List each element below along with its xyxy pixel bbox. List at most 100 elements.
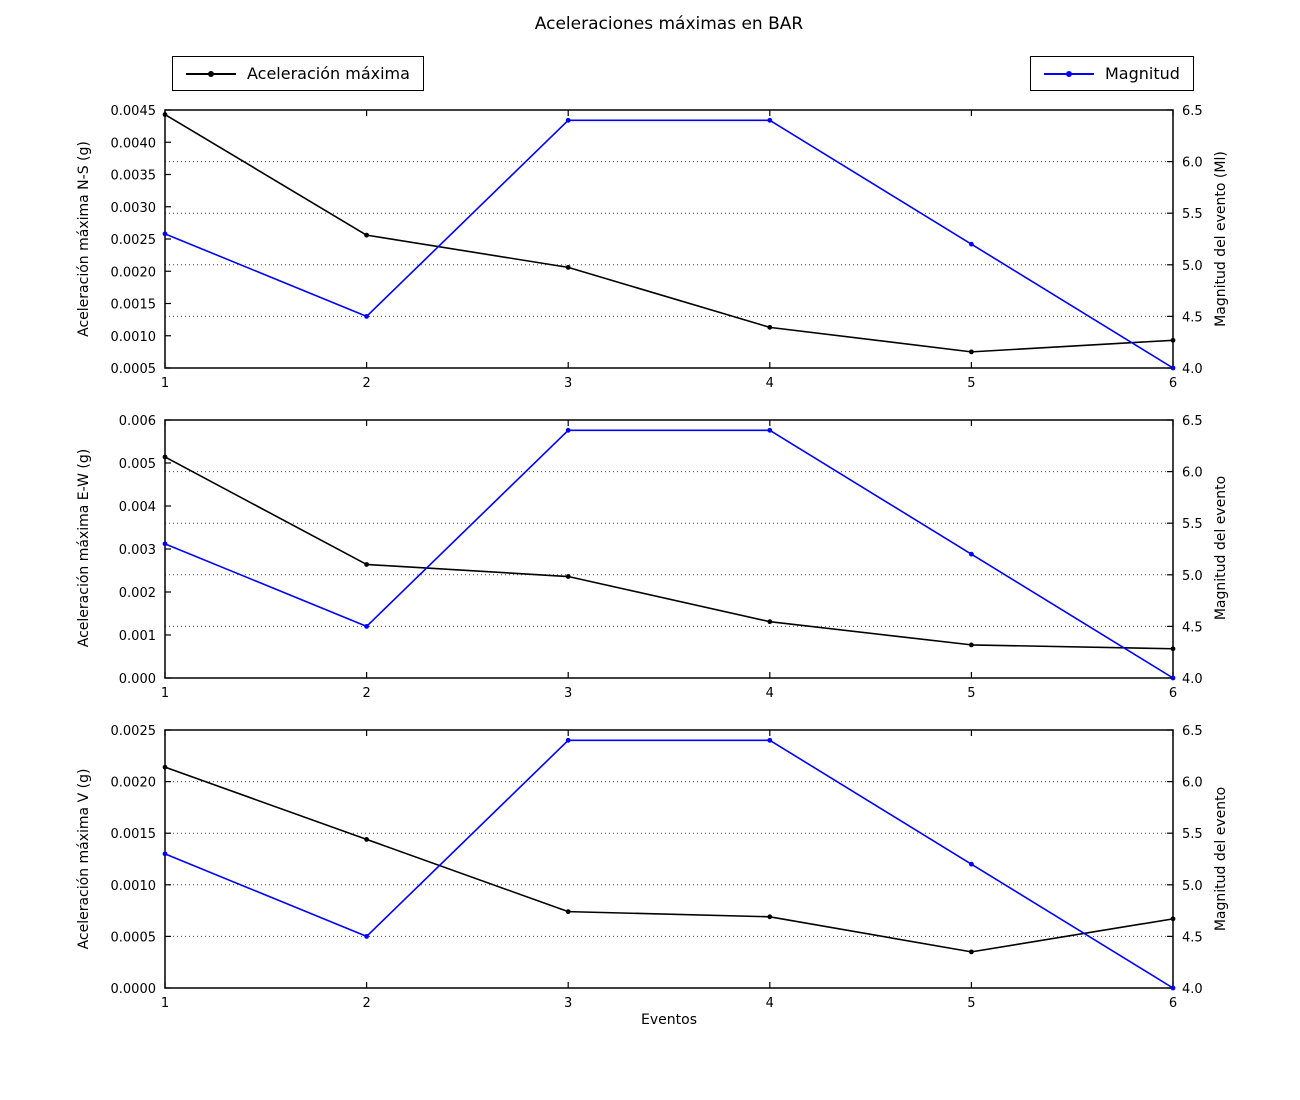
y-tick-label-left: 0.0025 bbox=[111, 233, 157, 248]
y-tick-label-left: 0.0015 bbox=[111, 827, 157, 842]
y-tick-label-left: 0.003 bbox=[119, 543, 156, 558]
legend-line-dot-icon bbox=[186, 66, 236, 82]
data-point bbox=[767, 619, 773, 625]
y-tick-label-left: 0.0020 bbox=[111, 776, 157, 791]
y-tick-label-right: 4.5 bbox=[1182, 620, 1203, 635]
x-tick-label: 5 bbox=[967, 686, 975, 701]
axes-frame bbox=[164, 729, 1174, 989]
y-tick-label-left: 0.004 bbox=[119, 500, 156, 515]
data-point bbox=[1170, 916, 1176, 922]
y-tick-label-left: 0.0025 bbox=[111, 724, 157, 739]
x-tick-label: 1 bbox=[161, 996, 169, 1011]
data-point bbox=[767, 737, 773, 743]
y-tick-label-left: 0.0010 bbox=[111, 330, 157, 345]
data-point bbox=[565, 574, 571, 579]
data-point bbox=[767, 914, 773, 920]
y-tick-label-right: 6.5 bbox=[1182, 104, 1203, 119]
data-point bbox=[364, 562, 369, 567]
series-line bbox=[164, 429, 1174, 679]
y-tick-label-left: 0.006 bbox=[119, 414, 156, 429]
y-tick-label-right: 5.5 bbox=[1182, 827, 1203, 842]
y-tick-label-left: 0.001 bbox=[119, 629, 156, 644]
y-tick-label-left: 0.0040 bbox=[111, 136, 157, 151]
ylabel-left-ns: Aceleración máxima N-S (g) bbox=[76, 141, 92, 337]
data-point bbox=[767, 324, 773, 330]
data-point bbox=[565, 264, 571, 270]
y-tick-label-right: 4.0 bbox=[1182, 982, 1203, 997]
subplot-3: 1 2 3 4 5 6 0.0000 0.0005 0.0010 0.0015 0.0020 0.00… bbox=[111, 724, 1203, 1011]
data-point bbox=[364, 934, 369, 939]
y-tick-label-right: 6.5 bbox=[1182, 724, 1203, 739]
data-point bbox=[565, 737, 571, 743]
ylabel-left-v: Aceleración máxima V (g) bbox=[76, 768, 92, 950]
series-line bbox=[164, 119, 1174, 369]
x-tick-label: 2 bbox=[362, 996, 370, 1011]
x-tick-label: 5 bbox=[967, 376, 975, 391]
y-tick-label-right: 5.0 bbox=[1182, 569, 1203, 584]
data-point bbox=[162, 541, 168, 547]
legend-line-dot-icon bbox=[1044, 66, 1094, 82]
data-point bbox=[1170, 675, 1176, 681]
y-tick-label-left: 0.0020 bbox=[111, 265, 157, 280]
ylabel-right-ew: Magnitud del evento bbox=[1213, 475, 1229, 621]
x-tick-label: 4 bbox=[766, 996, 774, 1011]
y-tick-label-right: 4.0 bbox=[1182, 362, 1203, 377]
series-line bbox=[164, 113, 1174, 353]
data-point bbox=[565, 909, 571, 915]
axes-frame bbox=[164, 109, 1174, 369]
y-tick-label-right: 4.0 bbox=[1182, 672, 1203, 687]
legend-magnitud[interactable]: Magnitud bbox=[1030, 56, 1194, 91]
x-tick-label: 4 bbox=[766, 376, 774, 391]
figure-title: Aceleraciones máximas en BAR bbox=[534, 14, 804, 34]
y-tick-label-left: 0.0045 bbox=[111, 104, 157, 119]
data-point bbox=[969, 949, 974, 955]
data-point bbox=[364, 314, 369, 319]
y-tick-label-right: 6.0 bbox=[1182, 156, 1203, 171]
y-tick-label-left: 0.0005 bbox=[111, 930, 157, 945]
series-line bbox=[164, 456, 1174, 650]
y-tick-label-left: 0.005 bbox=[119, 457, 156, 472]
y-tick-label-left: 0.0000 bbox=[111, 982, 157, 997]
y-tick-label-left: 0.0035 bbox=[111, 169, 157, 184]
data-point bbox=[969, 241, 974, 247]
x-tick-label: 6 bbox=[1169, 686, 1177, 701]
x-tick-label: 5 bbox=[967, 996, 975, 1011]
ylabel-left-ew: Aceleración máxima E-W (g) bbox=[76, 448, 92, 648]
y-tick-label-left: 0.0015 bbox=[111, 298, 157, 313]
x-tick-label: 3 bbox=[564, 376, 572, 391]
ylabel-right-ns: Magnitud del evento (Ml) bbox=[1213, 151, 1229, 327]
data-point bbox=[767, 117, 773, 123]
data-point bbox=[162, 851, 168, 857]
legend-label: Aceleración máxima bbox=[247, 64, 410, 83]
subplot-2: 1 2 3 4 5 6 0.000 0.001 0.002 0.003 0.004 0.005 0.00… bbox=[119, 414, 1203, 701]
y-tick-label-left: 0.0010 bbox=[111, 879, 157, 894]
legend-aceleracion[interactable]: Aceleración máxima bbox=[172, 56, 424, 91]
data-point bbox=[969, 551, 974, 557]
y-tick-label-right: 4.5 bbox=[1182, 930, 1203, 945]
x-tick-label: 4 bbox=[766, 686, 774, 701]
y-tick-label-right: 5.5 bbox=[1182, 517, 1203, 532]
y-tick-label-right: 6.0 bbox=[1182, 776, 1203, 791]
y-tick-label-right: 5.5 bbox=[1182, 207, 1203, 222]
data-point bbox=[1170, 985, 1176, 991]
series-line bbox=[164, 739, 1174, 989]
data-point bbox=[162, 231, 168, 237]
y-tick-label-right: 5.0 bbox=[1182, 879, 1203, 894]
x-tick-label: 1 bbox=[161, 686, 169, 701]
data-point bbox=[162, 764, 168, 770]
y-tick-label-right: 4.5 bbox=[1182, 310, 1203, 325]
series-line bbox=[164, 766, 1174, 953]
x-tick-label: 2 bbox=[362, 376, 370, 391]
data-point bbox=[1170, 365, 1176, 371]
x-tick-label: 3 bbox=[564, 686, 572, 701]
x-tick-label: 6 bbox=[1169, 376, 1177, 391]
data-point bbox=[969, 642, 974, 648]
data-point bbox=[1170, 646, 1176, 652]
y-tick-label-left: 0.002 bbox=[119, 586, 156, 601]
x-tick-label: 1 bbox=[161, 376, 169, 391]
ylabel-right-v: Magnitud del evento bbox=[1213, 786, 1229, 932]
data-point bbox=[969, 861, 974, 867]
data-point bbox=[364, 232, 369, 238]
